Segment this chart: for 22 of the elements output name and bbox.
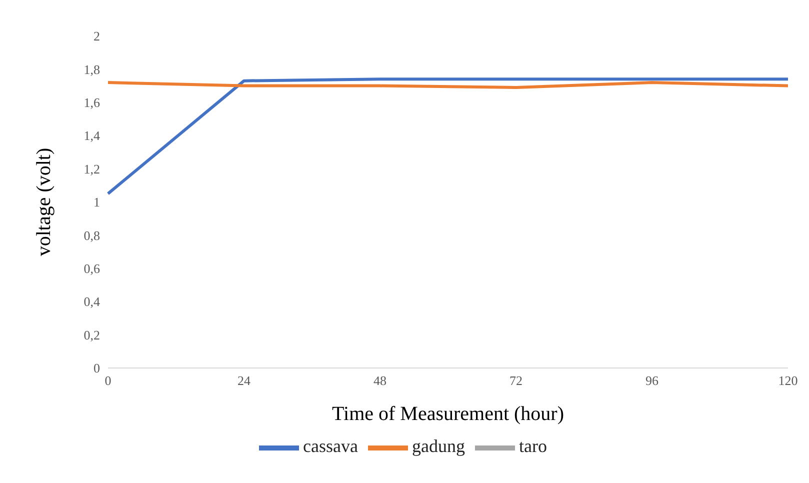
y-tick-label: 1,2 [84, 161, 100, 176]
y-tick-label: 1 [94, 194, 100, 210]
x-tick-label: 0 [104, 373, 112, 388]
x-tick-label: 96 [646, 373, 659, 388]
y-tick-label: 0 [94, 360, 100, 376]
y-tick-label: 1,8 [84, 62, 100, 77]
legend-label: gadung [412, 436, 465, 456]
legend-label: cassava [303, 436, 358, 456]
x-tick-label: 48 [374, 373, 386, 388]
y-tick-label: 0,6 [84, 261, 100, 276]
x-tick-label: 72 [510, 373, 522, 388]
legend-label: taro [518, 436, 547, 456]
y-tick-label: 1,6 [84, 95, 100, 110]
y-tick-label: 2 [94, 28, 100, 44]
y-axis-title: voltage (volt) [33, 148, 56, 256]
x-tick-label: 120 [778, 373, 798, 388]
y-tick-label: 0,4 [84, 294, 100, 310]
x-tick-label: 24 [238, 373, 251, 388]
y-tick-label: 0,2 [84, 327, 100, 342]
y-tick-label: 0,8 [84, 228, 100, 243]
y-tick-label: 1,4 [84, 128, 100, 144]
x-axis-title: Time of Measurement (hour) [332, 403, 564, 425]
